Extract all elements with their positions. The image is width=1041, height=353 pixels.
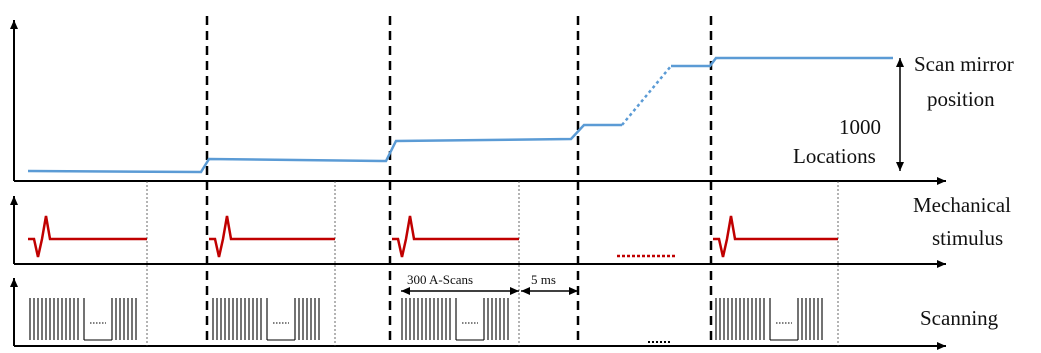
mirror-dotted-transition bbox=[621, 65, 672, 126]
scanning-axes bbox=[10, 278, 946, 350]
scanning-block-2 bbox=[212, 298, 320, 341]
stimulus-pulse-2 bbox=[209, 215, 335, 258]
stimulus-pulses bbox=[28, 215, 838, 258]
scanning-blocks bbox=[29, 298, 823, 341]
mirror-final-line bbox=[671, 56, 893, 68]
scanning-label: Scanning bbox=[920, 306, 999, 330]
scanning-block-3 bbox=[401, 298, 509, 341]
a-scans-label-bg bbox=[402, 270, 514, 287]
a-scans-label: 300 A-Scans bbox=[407, 272, 473, 287]
mechanical-label-line1: Mechanical bbox=[913, 193, 1011, 217]
locations-number-label: 1000 bbox=[839, 115, 881, 139]
delay-label-bg bbox=[527, 270, 567, 287]
scanning-block-4 bbox=[715, 298, 823, 341]
delay-label: 5 ms bbox=[531, 272, 556, 287]
mirror-step-line bbox=[27, 123, 622, 174]
stimulus-pulse-3 bbox=[392, 215, 519, 258]
mirror-trace bbox=[27, 56, 893, 174]
stimulus-pulse-4 bbox=[713, 215, 838, 258]
scanning-block-1 bbox=[29, 298, 137, 341]
scan-mirror-label-line1: Scan mirror bbox=[914, 52, 1014, 76]
mirror-axes bbox=[10, 20, 946, 185]
thin-separators bbox=[146, 181, 839, 346]
scan-mirror-label-line2: position bbox=[927, 87, 995, 111]
mechanical-label-line2: stimulus bbox=[932, 226, 1003, 250]
locations-word-label: Locations bbox=[793, 144, 876, 168]
stimulus-axes bbox=[10, 196, 946, 268]
stimulus-pulse-1 bbox=[28, 215, 147, 258]
